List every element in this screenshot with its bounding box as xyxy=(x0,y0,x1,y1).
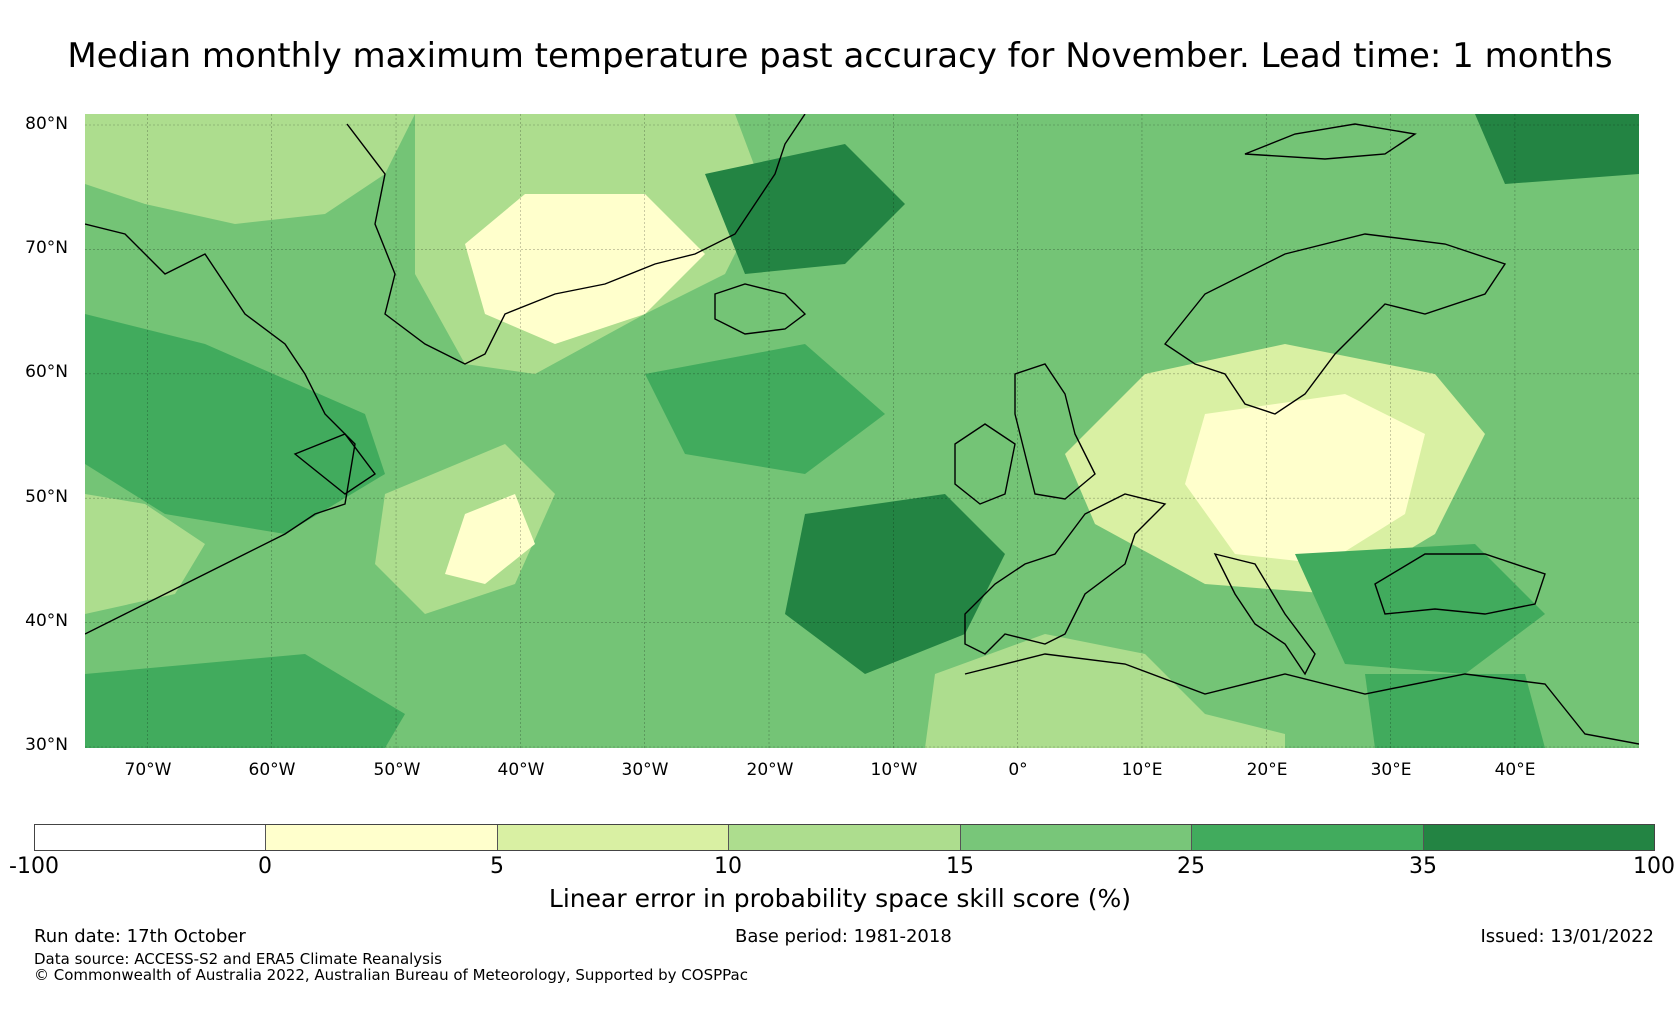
colorbar-tick-10: 10 xyxy=(714,854,742,879)
skill-zone-arctic-west xyxy=(85,114,415,224)
colorbar-tick-35: 35 xyxy=(1409,854,1437,879)
run-date: Run date: 17th October xyxy=(34,926,246,947)
lon-label-10w: 10°W xyxy=(870,760,918,780)
lat-label-50n: 50°N xyxy=(25,487,68,507)
lat-label-60n: 60°N xyxy=(25,362,68,382)
lon-label-30w: 30°W xyxy=(621,760,669,780)
greenland-coastline xyxy=(346,114,806,365)
skill-zone-denmark-strait xyxy=(705,144,905,274)
skill-zone-azores xyxy=(785,494,1005,674)
colorbar-segment-5 xyxy=(960,825,1193,850)
copyright: © Commonwealth of Australia 2022, Austra… xyxy=(34,966,748,984)
skill-zone-labrador xyxy=(85,314,385,534)
lon-label-20e: 20°E xyxy=(1246,760,1288,780)
colorbar-tick-0: 0 xyxy=(258,854,272,879)
lon-label-20w: 20°W xyxy=(746,760,794,780)
lat-label-80n: 80°N xyxy=(25,114,68,134)
colorbar-tick-15: 15 xyxy=(946,854,974,879)
labrador-coastline xyxy=(85,223,356,635)
colorbar-tick-100: 100 xyxy=(1633,854,1675,879)
colorbar-title: Linear error in probability space skill … xyxy=(548,884,1132,913)
skill-zone-ocean-patch xyxy=(445,494,535,584)
colorbar-tick-5: 5 xyxy=(490,854,504,879)
colorbar-segment-1 xyxy=(35,825,267,850)
lon-label-70w: 70°W xyxy=(124,760,172,780)
issued-date: Issued: 13/01/2022 xyxy=(1480,926,1654,947)
skill-score-map[interactable] xyxy=(85,114,1639,748)
map-title: Median monthly maximum temperature past … xyxy=(67,36,1613,76)
lat-label-30n: 30°N xyxy=(25,735,68,755)
black-sea-coastline xyxy=(1374,553,1546,615)
base-period: Base period: 1981-2018 xyxy=(735,926,952,947)
scandinavia-coastline xyxy=(1163,233,1507,415)
italy-coastline xyxy=(1213,552,1316,676)
svalbard-coastline xyxy=(1244,123,1417,160)
skill-zone-nova-scotia xyxy=(85,494,205,614)
great-britain-coastline xyxy=(1014,363,1096,500)
lat-label-70n: 70°N xyxy=(25,238,68,258)
colorbar-tick-25: 25 xyxy=(1177,854,1205,879)
data-source: Data source: ACCESS-S2 and ERA5 Climate … xyxy=(34,950,442,968)
map-canvas xyxy=(85,114,1639,748)
skill-zone-black-sea xyxy=(1295,544,1545,674)
colorbar-segment-7 xyxy=(1423,825,1654,850)
colorbar-segment-2 xyxy=(266,825,498,850)
colorbar xyxy=(34,824,1655,851)
iberia-france-coastline xyxy=(964,493,1167,655)
newfoundland-coastline xyxy=(293,433,377,495)
skill-zone-north-atlantic xyxy=(645,344,885,474)
skill-zone-eastern-europe xyxy=(1185,394,1425,564)
lon-label-40e: 40°E xyxy=(1494,760,1536,780)
colorbar-tick-minus100: -100 xyxy=(9,854,59,879)
skill-zone-subtropical-atlantic xyxy=(85,654,405,748)
skill-zone-north-africa xyxy=(925,634,1285,748)
colorbar-segment-4 xyxy=(729,825,961,850)
ireland-coastline xyxy=(954,423,1016,505)
lon-label-40w: 40°W xyxy=(497,760,545,780)
colorbar-segment-3 xyxy=(497,825,730,850)
lon-label-50w: 50°W xyxy=(373,760,421,780)
lon-label-60w: 60°W xyxy=(248,760,296,780)
lon-label-30e: 30°E xyxy=(1370,760,1412,780)
colorbar-segment-6 xyxy=(1192,825,1424,850)
skill-zone-middle-east xyxy=(1365,674,1545,748)
iceland-coastline xyxy=(714,283,807,335)
lat-label-40n: 40°N xyxy=(25,611,68,631)
north-africa-coastline xyxy=(964,653,1639,745)
lon-label-10e: 10°E xyxy=(1121,760,1163,780)
skill-zone-barents xyxy=(1475,114,1639,184)
lon-label-0: 0° xyxy=(1008,760,1028,780)
